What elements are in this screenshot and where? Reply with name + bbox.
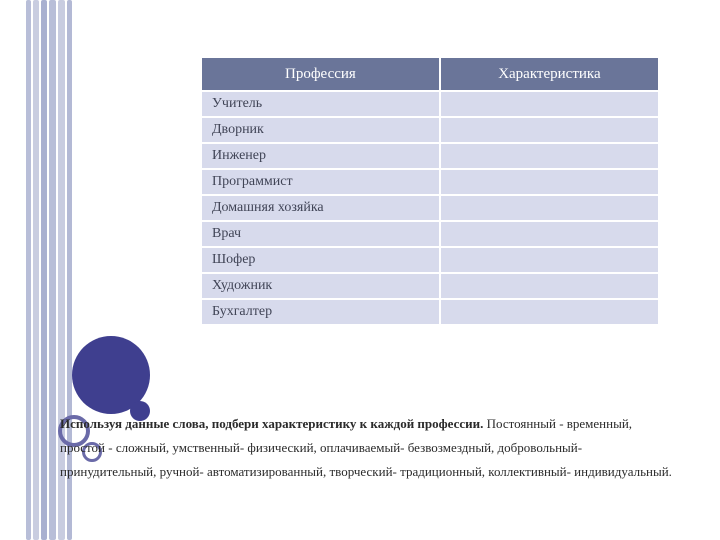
professions-table: ПрофессияХарактеристика УчительДворникИн…	[200, 56, 660, 326]
stripe	[49, 0, 56, 540]
table-header-cell: Профессия	[201, 57, 440, 91]
table-cell	[440, 143, 659, 169]
table-cell: Программист	[201, 169, 440, 195]
table-row: Инженер	[201, 143, 659, 169]
table-cell: Шофер	[201, 247, 440, 273]
table-cell: Домашняя хозяйка	[201, 195, 440, 221]
table-cell: Дворник	[201, 117, 440, 143]
table-cell	[440, 195, 659, 221]
table-row: Бухгалтер	[201, 299, 659, 325]
table-row: Учитель	[201, 91, 659, 117]
table-cell: Художник	[201, 273, 440, 299]
table-cell: Бухгалтер	[201, 299, 440, 325]
table-row: Врач	[201, 221, 659, 247]
instruction-bold: Используя данные слова, подбери характер…	[60, 416, 483, 431]
table-cell	[440, 169, 659, 195]
table-row: Художник	[201, 273, 659, 299]
table-cell	[440, 247, 659, 273]
table-row: Дворник	[201, 117, 659, 143]
table-row: Домашняя хозяйка	[201, 195, 659, 221]
stripe	[41, 0, 47, 540]
table-cell: Учитель	[201, 91, 440, 117]
stripe	[26, 0, 31, 540]
table-cell	[440, 299, 659, 325]
table-row: Шофер	[201, 247, 659, 273]
table-cell: Инженер	[201, 143, 440, 169]
instruction-paragraph: Используя данные слова, подбери характер…	[60, 412, 680, 484]
table-cell	[440, 117, 659, 143]
table-body: УчительДворникИнженерПрограммистДомашняя…	[201, 91, 659, 325]
table-cell	[440, 91, 659, 117]
table-cell	[440, 273, 659, 299]
table-row: Программист	[201, 169, 659, 195]
table-cell: Врач	[201, 221, 440, 247]
table-cell	[440, 221, 659, 247]
table-header-cell: Характеристика	[440, 57, 659, 91]
stripe	[33, 0, 38, 540]
table-header-row: ПрофессияХарактеристика	[201, 57, 659, 91]
